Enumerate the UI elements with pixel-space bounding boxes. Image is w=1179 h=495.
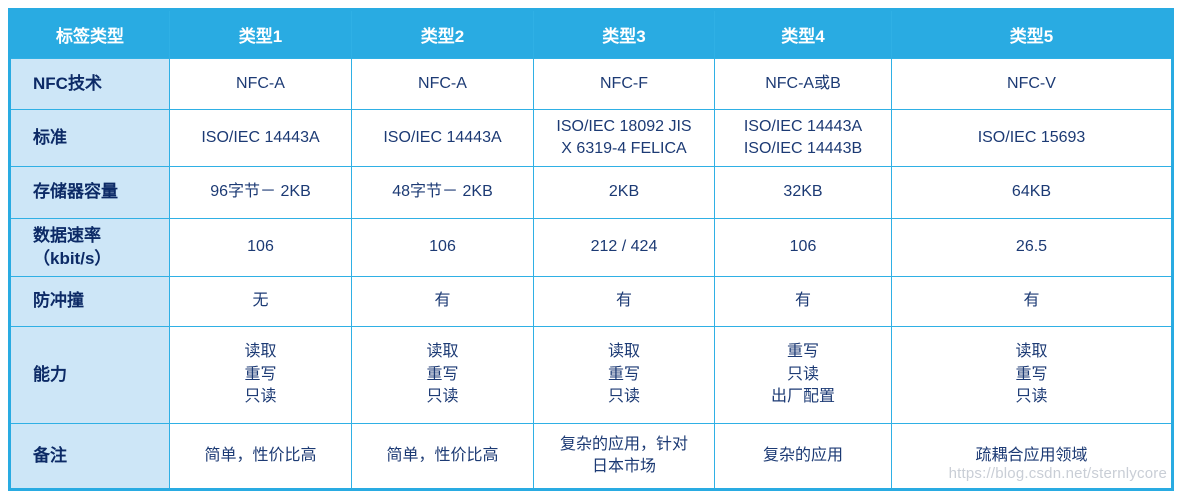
- header-cell-type4: 类型4: [714, 9, 892, 59]
- table-cell: 212 / 424: [533, 218, 715, 277]
- table-cell: 重写 只读 出厂配置: [714, 326, 892, 424]
- table-cell: NFC-V: [891, 58, 1173, 110]
- table-cell: 106: [714, 218, 892, 277]
- table-cell: 简单，性价比高: [351, 423, 534, 490]
- table-cell: NFC-F: [533, 58, 715, 110]
- table-row-capability: 能力 读取 重写 只读 读取 重写 只读 读取 重写 只读 重写 只读 出厂配置…: [9, 326, 1173, 424]
- table-cell: 96字节－ 2KB: [169, 166, 352, 219]
- header-cell-type2: 类型2: [351, 9, 534, 59]
- table-cell: 106: [351, 218, 534, 277]
- table-cell: 读取 重写 只读: [891, 326, 1173, 424]
- table-row-data-rate: 数据速率 （kbit/s） 106 106 212 / 424 106 26.5: [9, 218, 1173, 277]
- row-label: 防冲撞: [9, 276, 170, 327]
- header-cell-tag-type: 标签类型: [9, 9, 170, 59]
- table-cell: ISO/IEC 15693: [891, 109, 1173, 167]
- table-cell: NFC-A或B: [714, 58, 892, 110]
- table-cell: 106: [169, 218, 352, 277]
- row-label: 备注: [9, 423, 170, 490]
- table-cell: 有: [714, 276, 892, 327]
- table-row-memory-capacity: 存储器容量 96字节－ 2KB 48字节－ 2KB 2KB 32KB 64KB: [9, 166, 1173, 219]
- table-row-remarks: 备注 简单，性价比高 简单，性价比高 复杂的应用，针对 日本市场 复杂的应用 疏…: [9, 423, 1173, 490]
- table-cell: ISO/IEC 18092 JIS X 6319-4 FELICA: [533, 109, 715, 167]
- table-cell: 无: [169, 276, 352, 327]
- row-label: 能力: [9, 326, 170, 424]
- table: 标签类型 类型1 类型2 类型3 类型4 类型5 NFC技术 NFC-A NFC…: [8, 8, 1174, 491]
- table-cell: NFC-A: [351, 58, 534, 110]
- table-row-standard: 标准 ISO/IEC 14443A ISO/IEC 14443A ISO/IEC…: [9, 109, 1173, 167]
- table-cell: 48字节－ 2KB: [351, 166, 534, 219]
- table-cell: ISO/IEC 14443A: [351, 109, 534, 167]
- row-label: 数据速率 （kbit/s）: [9, 218, 170, 277]
- table-cell: ISO/IEC 14443A: [169, 109, 352, 167]
- table-row-nfc-technology: NFC技术 NFC-A NFC-A NFC-F NFC-A或B NFC-V: [9, 58, 1173, 110]
- header-cell-type3: 类型3: [533, 9, 715, 59]
- table-cell: 读取 重写 只读: [169, 326, 352, 424]
- table-row-anti-collision: 防冲撞 无 有 有 有 有: [9, 276, 1173, 327]
- table-cell: 读取 重写 只读: [533, 326, 715, 424]
- table-cell: NFC-A: [169, 58, 352, 110]
- table-cell: 有: [891, 276, 1173, 327]
- table-cell: 26.5: [891, 218, 1173, 277]
- table-cell: 读取 重写 只读: [351, 326, 534, 424]
- table-cell: 32KB: [714, 166, 892, 219]
- row-label: 存储器容量: [9, 166, 170, 219]
- header-cell-type1: 类型1: [169, 9, 352, 59]
- table-cell: 复杂的应用: [714, 423, 892, 490]
- table-cell: 复杂的应用，针对 日本市场: [533, 423, 715, 490]
- table-header-row: 标签类型 类型1 类型2 类型3 类型4 类型5: [9, 9, 1173, 59]
- table-cell: 有: [351, 276, 534, 327]
- nfc-tag-comparison-table: 标签类型 类型1 类型2 类型3 类型4 类型5 NFC技术 NFC-A NFC…: [8, 8, 1174, 491]
- header-cell-type5: 类型5: [891, 9, 1173, 59]
- row-label: 标准: [9, 109, 170, 167]
- row-label: NFC技术: [9, 58, 170, 110]
- table-cell: ISO/IEC 14443A ISO/IEC 14443B: [714, 109, 892, 167]
- table-cell: 64KB: [891, 166, 1173, 219]
- table-cell: 有: [533, 276, 715, 327]
- table-cell: 2KB: [533, 166, 715, 219]
- table-cell: 简单，性价比高: [169, 423, 352, 490]
- table-cell: 疏耦合应用领域: [891, 423, 1173, 490]
